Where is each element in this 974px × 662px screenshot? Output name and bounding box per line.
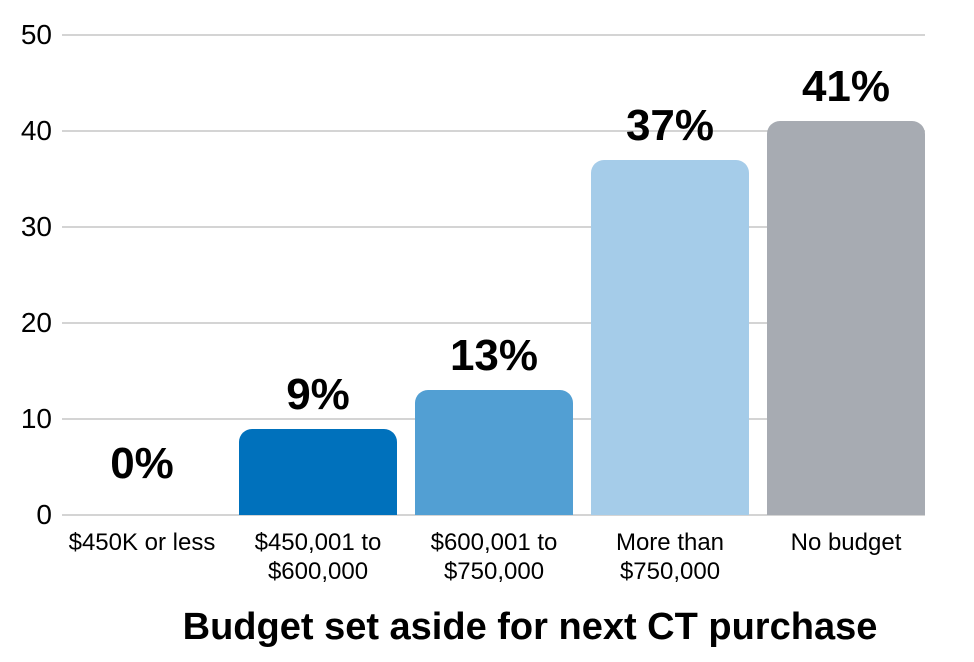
gridline-20 [62, 322, 925, 324]
bar-450-001-to-600-000 [239, 428, 397, 515]
bar-value-label-600-001-to-750-000: 13% [449, 331, 539, 381]
x-axis-label-no-budget: No budget [790, 529, 902, 556]
y-axis-tick-label-20: 20 [20, 307, 52, 338]
gridline-40 [62, 130, 925, 132]
y-axis-tick-label-30: 30 [20, 211, 52, 242]
y-axis-tick-label-10: 10 [20, 403, 52, 434]
bar-more-than-750-000 [591, 159, 749, 515]
bar-value-label-450k-or-less: 0% [110, 439, 174, 488]
x-axis-label-600-001-to-750-000: $600,001 to $750,000 [430, 529, 558, 585]
gridline-50 [62, 34, 925, 36]
x-axis-label-450k-or-less: $450K or less [68, 529, 216, 556]
bar-600-001-to-750-000 [415, 390, 573, 515]
x-axis-label-more-than-750-000: More than $750,000 [615, 529, 725, 585]
bar-value-label-no-budget: 41% [801, 62, 891, 112]
plot-area [62, 34, 925, 516]
bar-value-label-more-than-750-000: 37% [625, 100, 715, 150]
bar-value-label-450-001-to-600-000: 9% [286, 369, 350, 419]
x-axis-label-450-001-to-600-000: $450,001 to $600,000 [254, 529, 382, 585]
gridline-0 [62, 514, 925, 516]
y-axis-tick-label-0: 0 [36, 499, 52, 530]
bar-no-budget [767, 121, 925, 515]
y-axis-tick-label-40: 40 [20, 115, 52, 146]
gridline-30 [62, 226, 925, 228]
y-axis-tick-label-50: 50 [20, 19, 52, 50]
chart-title: Budget set aside for next CT purchase [182, 606, 878, 648]
